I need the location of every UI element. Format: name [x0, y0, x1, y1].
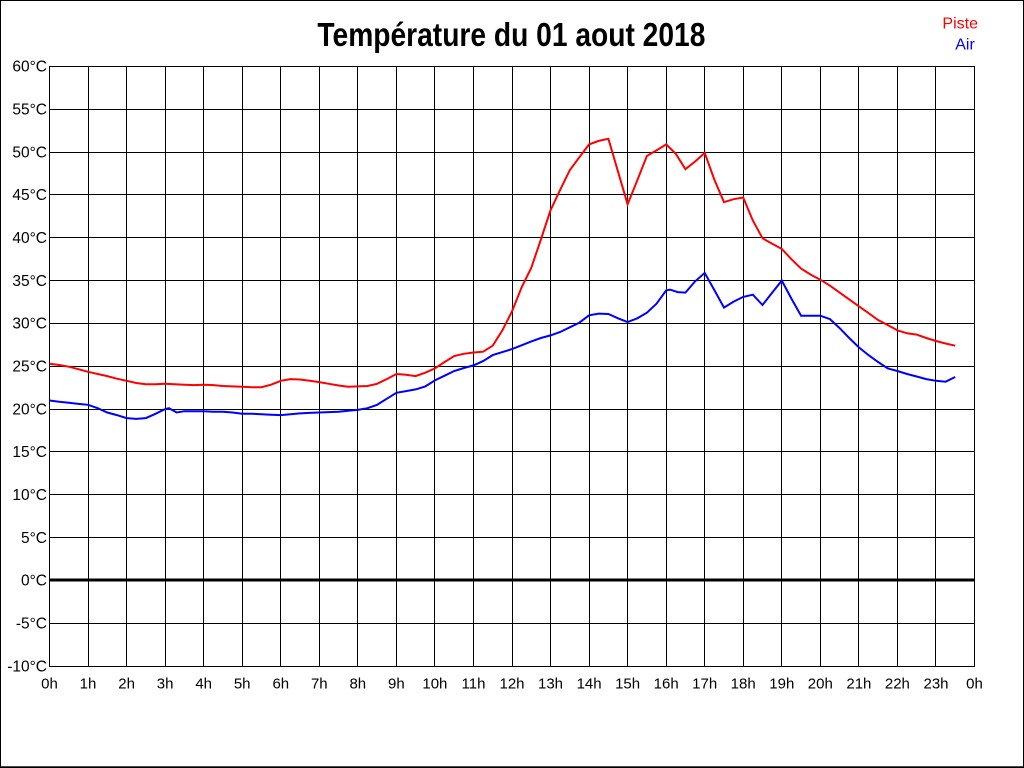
svg-text:0h: 0h: [966, 676, 983, 693]
svg-text:17h: 17h: [692, 676, 717, 693]
svg-text:30°C: 30°C: [12, 316, 47, 333]
svg-text:15°C: 15°C: [12, 444, 47, 461]
svg-text:20°C: 20°C: [12, 401, 47, 418]
svg-text:-5°C: -5°C: [16, 616, 47, 633]
svg-text:14h: 14h: [577, 676, 602, 693]
svg-text:Piste: Piste: [942, 15, 978, 32]
svg-text:5h: 5h: [234, 676, 251, 693]
svg-text:21h: 21h: [846, 676, 871, 693]
svg-text:12h: 12h: [499, 676, 524, 693]
svg-text:0°C: 0°C: [21, 573, 47, 590]
svg-text:13h: 13h: [538, 676, 563, 693]
svg-text:10h: 10h: [422, 676, 447, 693]
svg-text:15h: 15h: [615, 676, 640, 693]
svg-text:3h: 3h: [157, 676, 174, 693]
svg-text:16h: 16h: [654, 676, 679, 693]
svg-text:4h: 4h: [195, 676, 212, 693]
svg-text:35°C: 35°C: [12, 273, 47, 290]
svg-text:Température du 01 aout 2018: Température du 01 aout 2018: [317, 16, 705, 53]
svg-text:60°C: 60°C: [12, 59, 47, 76]
svg-text:6h: 6h: [272, 676, 289, 693]
svg-text:18h: 18h: [731, 676, 756, 693]
svg-text:23h: 23h: [923, 676, 948, 693]
svg-text:40°C: 40°C: [12, 230, 47, 247]
svg-text:Air: Air: [955, 37, 975, 54]
svg-text:7h: 7h: [311, 676, 328, 693]
svg-text:11h: 11h: [462, 676, 486, 693]
svg-text:8h: 8h: [349, 676, 366, 693]
svg-text:10°C: 10°C: [12, 487, 47, 504]
svg-text:9h: 9h: [388, 676, 405, 693]
svg-text:0h: 0h: [41, 676, 58, 693]
svg-text:55°C: 55°C: [12, 102, 47, 119]
svg-text:20h: 20h: [808, 676, 833, 693]
svg-text:45°C: 45°C: [12, 187, 47, 204]
svg-text:22h: 22h: [885, 676, 910, 693]
svg-text:5°C: 5°C: [21, 530, 47, 547]
svg-text:-10°C: -10°C: [7, 658, 47, 675]
svg-text:25°C: 25°C: [12, 359, 47, 376]
svg-text:19h: 19h: [769, 676, 794, 693]
svg-text:50°C: 50°C: [12, 144, 47, 161]
svg-text:1h: 1h: [80, 676, 97, 693]
svg-text:2h: 2h: [118, 676, 135, 693]
